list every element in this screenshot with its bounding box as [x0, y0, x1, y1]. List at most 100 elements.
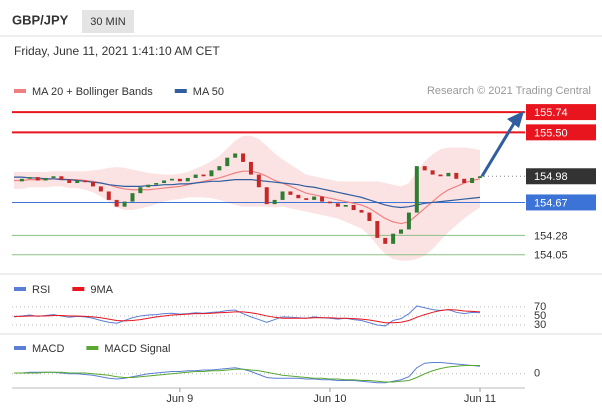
candle-body — [225, 157, 230, 167]
candle-body — [138, 187, 143, 194]
candle-body — [90, 182, 95, 187]
level-label: 154.05 — [534, 250, 568, 262]
legend-swatch — [14, 346, 26, 350]
indicator-line — [14, 365, 480, 383]
candle-body — [19, 178, 24, 182]
candle-body — [327, 201, 332, 204]
candle-body — [193, 174, 198, 178]
legend-label: MA 50 — [193, 86, 224, 98]
candle-body — [209, 170, 214, 177]
candle-body — [438, 174, 443, 177]
legend-label: RSI — [32, 284, 50, 296]
candle-body — [162, 180, 167, 184]
legend-swatch — [14, 287, 26, 291]
candle-body — [288, 191, 293, 195]
candle-body — [280, 191, 285, 200]
candle-body — [343, 204, 348, 207]
candle-body — [406, 212, 411, 230]
candle-body — [130, 193, 135, 202]
candle-body — [169, 178, 174, 181]
indicator-line — [14, 362, 481, 384]
candle-body — [375, 221, 380, 238]
candle-body — [312, 196, 317, 200]
level-label: 154.98 — [534, 171, 568, 183]
candle-body — [359, 210, 364, 213]
candle-body — [83, 180, 88, 183]
candle-body — [248, 161, 253, 175]
candle-body — [414, 166, 419, 213]
level-label-box — [526, 124, 596, 141]
legend-label: MA 20 + Bollinger Bands — [32, 86, 153, 98]
interval: 30 MIN — [90, 16, 126, 28]
y-tick-label: 50 — [534, 310, 546, 322]
legend-swatch — [86, 346, 99, 350]
candle-body — [264, 187, 269, 205]
candle-body — [478, 176, 482, 178]
candle-body — [27, 177, 32, 179]
y-tick-label: 70 — [534, 301, 546, 313]
candle-body — [367, 212, 372, 222]
arrow-head — [507, 111, 524, 128]
candle-body — [351, 204, 356, 211]
indicator-line — [14, 176, 481, 209]
candle-body — [256, 174, 261, 188]
timestamp: Friday, June 11, 2021 1:41:10 AM CET — [14, 44, 220, 58]
x-tick-label: Jun 10 — [313, 393, 346, 405]
candle-body — [106, 191, 111, 200]
bollinger-band — [14, 135, 480, 261]
candle-body — [75, 180, 80, 184]
candle-body — [59, 176, 64, 180]
indicator-line — [14, 170, 481, 225]
candle-body — [114, 199, 119, 207]
level-label: 154.67 — [534, 197, 568, 209]
candle-body — [201, 174, 206, 177]
candle-body — [67, 179, 72, 184]
candle-body — [320, 196, 325, 202]
candle-body — [446, 172, 451, 177]
candle-body — [296, 194, 301, 199]
candle-body — [185, 177, 190, 182]
candle-body — [304, 198, 309, 200]
projection-arrow — [480, 119, 518, 178]
candle-body — [154, 183, 159, 185]
x-tick-label: Jun 11 — [464, 393, 496, 405]
legend-swatch — [174, 89, 187, 93]
candle-body — [335, 203, 340, 207]
y-tick-label: 0 — [534, 368, 540, 380]
indicator-line — [13, 305, 481, 327]
candle-body — [98, 186, 103, 192]
candle-body — [43, 177, 48, 181]
legend-label: 9MA — [90, 284, 113, 296]
legend-label: MACD Signal — [104, 343, 170, 355]
level-label-box — [526, 104, 596, 121]
candle-body — [122, 201, 127, 207]
interval-tag — [82, 10, 134, 33]
level-label: 155.74 — [534, 107, 568, 119]
candle-body — [462, 178, 467, 184]
legend-label: MACD — [32, 343, 64, 355]
y-tick-label: 30 — [534, 319, 546, 331]
symbol: GBP/JPY — [12, 12, 69, 27]
candle-body — [422, 166, 427, 171]
candle-body — [233, 153, 238, 158]
candle-body — [391, 233, 396, 244]
level-label: 154.28 — [534, 230, 568, 242]
level-label-box — [526, 194, 596, 211]
indicator-line — [14, 309, 481, 324]
legend-swatch — [14, 89, 26, 93]
candle-body — [146, 184, 151, 188]
credit: Research © 2021 Trading Central — [427, 85, 591, 97]
candle-body — [430, 170, 435, 175]
x-tick-label: Jun 9 — [166, 393, 193, 405]
candle-body — [383, 237, 388, 244]
candle-body — [272, 199, 277, 205]
level-label: 155.50 — [534, 127, 568, 139]
candle-body — [454, 172, 459, 179]
legend-swatch — [72, 287, 85, 291]
candle-body — [399, 229, 404, 234]
candle-body — [217, 166, 222, 171]
level-label-box — [526, 168, 596, 185]
candle-body — [51, 176, 56, 178]
